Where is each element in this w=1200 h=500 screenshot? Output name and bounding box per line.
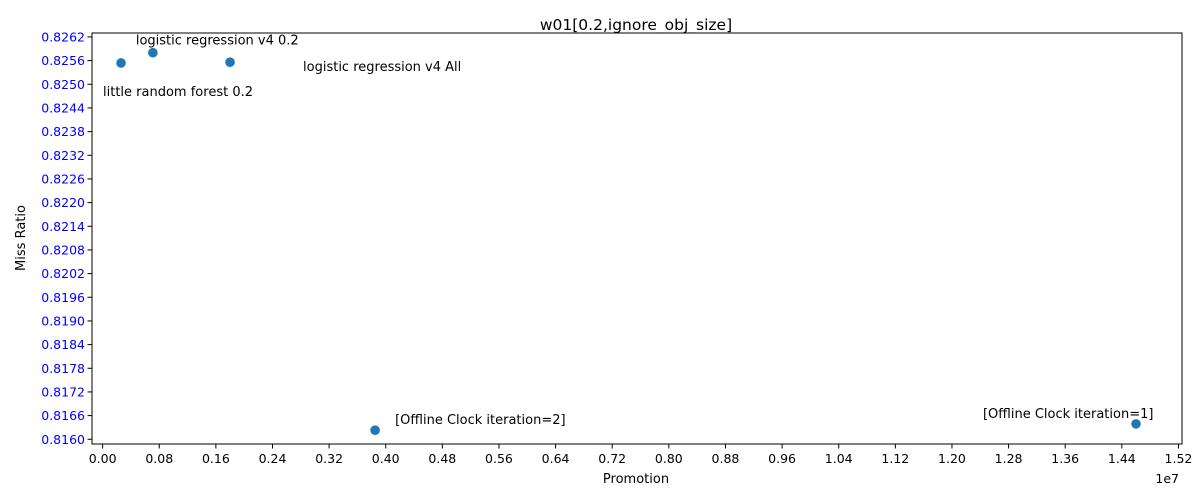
y-tick-label: 0.8196 — [41, 290, 85, 305]
x-axis-offset-label: 1e7 — [1155, 471, 1179, 486]
chart-title: w01[0.2,ignore_obj_size] — [540, 16, 732, 35]
point-annotation: [Offline Clock iteration=2] — [395, 413, 565, 428]
y-tick-label: 0.8238 — [41, 124, 85, 139]
point-annotation: [Offline Clock iteration=1] — [983, 407, 1153, 422]
point-annotation: logistic regression v4 All — [303, 60, 461, 75]
y-tick-label: 0.8160 — [41, 432, 85, 447]
y-tick-label: 0.8172 — [41, 384, 85, 399]
x-tick-label: 0.80 — [655, 451, 683, 466]
x-tick-label: 0.00 — [89, 451, 117, 466]
x-tick-label: 0.64 — [542, 451, 570, 466]
x-tick-label: 0.08 — [145, 451, 173, 466]
y-tick-label: 0.8166 — [41, 408, 85, 423]
x-tick-label: 1.28 — [995, 451, 1023, 466]
x-tick-label: 0.56 — [485, 451, 513, 466]
y-tick-label: 0.8178 — [41, 361, 85, 376]
x-tick-label: 1.20 — [938, 451, 966, 466]
y-tick-label: 0.8244 — [41, 100, 85, 115]
data-points — [116, 47, 1141, 435]
x-tick-label: 1.04 — [825, 451, 853, 466]
x-tick-label: 0.88 — [712, 451, 740, 466]
x-tick-label: 1.36 — [1051, 451, 1079, 466]
x-tick-label: 1.52 — [1165, 451, 1193, 466]
point-annotations: little random forest 0.2 logistic regress… — [103, 34, 1153, 428]
x-tick-label: 0.48 — [428, 451, 456, 466]
x-tick-label: 0.16 — [202, 451, 230, 466]
x-tick-label: 1.44 — [1108, 451, 1136, 466]
data-point — [116, 58, 126, 68]
y-tick-label: 0.8232 — [41, 148, 85, 163]
y-tick-label: 0.8262 — [41, 29, 85, 44]
y-tick-label: 0.8208 — [41, 242, 85, 257]
data-point — [148, 47, 158, 58]
y-tick-label: 0.8250 — [41, 77, 85, 92]
point-annotation: logistic regression v4 0.2 — [136, 34, 299, 49]
y-axis-title: Miss Ratio — [14, 205, 29, 271]
y-tick-label: 0.8226 — [41, 171, 85, 186]
x-axis-title: Promotion — [603, 472, 669, 487]
y-tick-label: 0.8214 — [41, 219, 85, 234]
x-tick-label: 0.32 — [315, 451, 343, 466]
x-tick-label: 0.24 — [259, 451, 287, 466]
plot-area-frame — [91, 32, 1183, 445]
x-tick-label: 0.72 — [598, 451, 626, 466]
y-tick-label: 0.8256 — [41, 53, 85, 68]
data-point — [370, 425, 380, 435]
x-axis: 0.00 0.08 0.16 0.24 0.32 0.40 0.48 0.56 0.64 0.72… — [89, 444, 1193, 466]
y-tick-label: 0.8190 — [41, 313, 85, 328]
x-tick-label: 1.12 — [881, 451, 909, 466]
data-point — [225, 57, 235, 67]
y-tick-label: 0.8220 — [41, 195, 85, 210]
y-axis: 0.8160 0.8166 0.8172 0.8178 0.8184 0.8190 0.81… — [41, 29, 92, 447]
point-annotation: little random forest 0.2 — [103, 85, 253, 100]
x-tick-label: 0.40 — [372, 451, 400, 466]
y-tick-label: 0.8202 — [41, 266, 85, 281]
y-tick-label: 0.8184 — [41, 337, 85, 352]
data-point — [1131, 419, 1141, 429]
x-tick-label: 0.96 — [768, 451, 796, 466]
